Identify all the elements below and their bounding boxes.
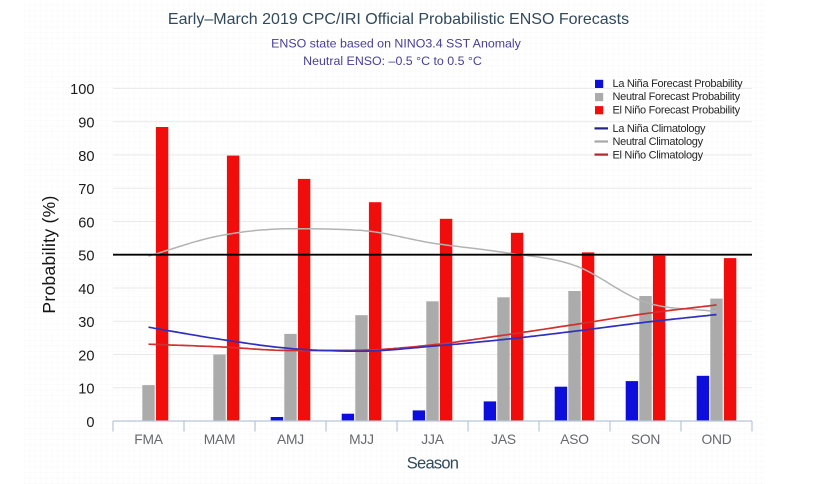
- svg-text:La Niña Climatology: La Niña Climatology: [613, 123, 707, 135]
- svg-text:AMJ: AMJ: [277, 432, 304, 447]
- svg-text:100: 100: [70, 82, 94, 98]
- svg-text:Neutral Climatology: Neutral Climatology: [613, 136, 704, 148]
- svg-text:80: 80: [78, 149, 94, 165]
- svg-text:Probability (%): Probability (%): [39, 195, 59, 313]
- svg-text:Neutral Forecast Probability: Neutral Forecast Probability: [613, 91, 741, 103]
- svg-text:La Niña Forecast Probability: La Niña Forecast Probability: [613, 78, 744, 90]
- svg-text:SON: SON: [631, 432, 660, 447]
- svg-text:El Niño Forecast Probability: El Niño Forecast Probability: [613, 104, 741, 116]
- svg-text:OND: OND: [701, 432, 731, 447]
- svg-text:60: 60: [78, 215, 94, 231]
- svg-text:El Niño Climatology: El Niño Climatology: [613, 149, 704, 161]
- svg-text:Neutral ENSO: –0.5 °C to 0.5 °: Neutral ENSO: –0.5 °C to 0.5 °C: [303, 54, 482, 68]
- svg-text:JJA: JJA: [421, 432, 444, 447]
- svg-text:50: 50: [78, 249, 94, 265]
- svg-text:JAS: JAS: [491, 432, 516, 447]
- svg-text:90: 90: [78, 116, 94, 132]
- svg-text:MAM: MAM: [204, 432, 236, 447]
- svg-text:0: 0: [86, 415, 94, 431]
- svg-text:40: 40: [78, 282, 94, 298]
- svg-text:Early–March 2019 CPC/IRI Offic: Early–March 2019 CPC/IRI Official Probab…: [168, 11, 629, 28]
- svg-text:10: 10: [78, 382, 94, 398]
- svg-text:ENSO state based on NINO3.4 SS: ENSO state based on NINO3.4 SST Anomaly: [271, 37, 522, 51]
- svg-text:30: 30: [78, 315, 94, 331]
- svg-text:70: 70: [78, 182, 94, 198]
- svg-text:Season: Season: [407, 455, 459, 473]
- svg-text:MJJ: MJJ: [349, 432, 374, 447]
- svg-text:ASO: ASO: [560, 432, 589, 447]
- svg-text:20: 20: [78, 348, 94, 364]
- svg-text:FMA: FMA: [134, 432, 164, 447]
